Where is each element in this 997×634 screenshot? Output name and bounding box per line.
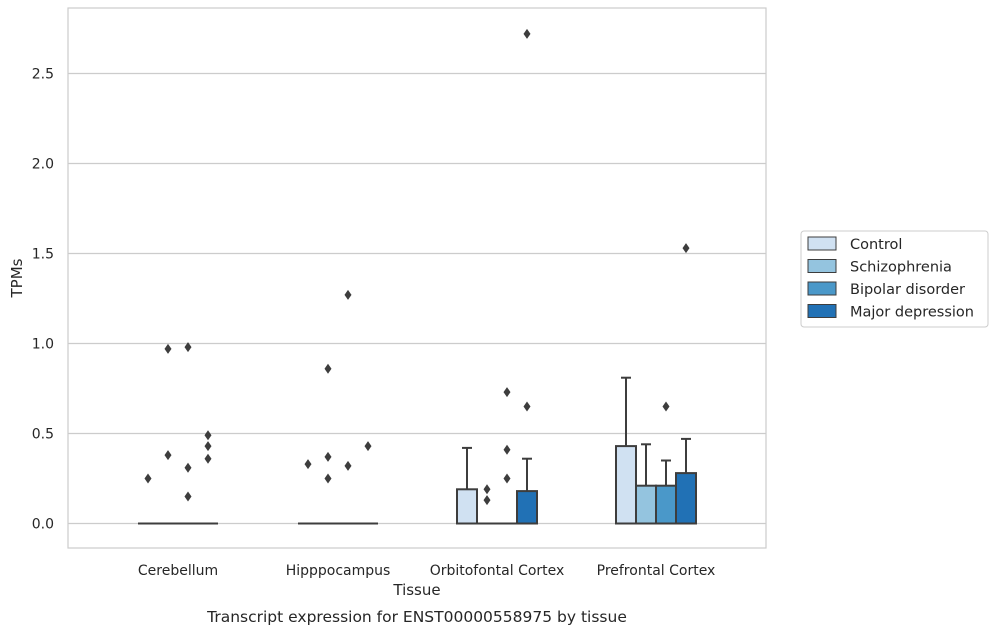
plot-frame — [67, 7, 767, 549]
chart-caption: Transcript expression for ENST0000055897… — [206, 608, 627, 626]
outlier-point — [324, 451, 332, 462]
outlier-point — [344, 289, 352, 300]
box-schizophrenia — [318, 363, 338, 525]
outlier-point — [204, 430, 212, 441]
outlier-point — [204, 453, 212, 464]
y-tick-label: 2.5 — [32, 67, 54, 83]
x-tick-label: Hipppocampus — [286, 563, 391, 579]
box-body — [635, 484, 657, 525]
outlier-point — [344, 460, 352, 471]
outlier-point — [184, 342, 192, 353]
legend-swatch — [807, 281, 837, 296]
outlier-point — [662, 401, 670, 412]
legend-label: Major depression — [850, 305, 974, 321]
box-series-group — [138, 28, 697, 525]
y-axis-title: TPMs — [8, 258, 26, 298]
outlier-point — [503, 473, 511, 484]
y-tick-labels: 0.0 0.5 1.0 1.5 2.0 2.5 — [32, 67, 54, 533]
box-body — [655, 484, 677, 525]
outlier-point — [184, 491, 192, 502]
box-bipolar-disorder — [178, 342, 198, 525]
legend-swatch — [807, 304, 837, 318]
x-tick-label: Orbitofontal Cortex — [430, 563, 565, 579]
x-axis-title: Tissue — [392, 581, 440, 599]
box-major-depression — [358, 441, 378, 525]
box-control — [138, 473, 158, 525]
box-major-depression — [198, 430, 218, 525]
outlier-point — [503, 444, 511, 455]
box-control — [456, 446, 478, 525]
box-schizophrenia — [477, 484, 497, 525]
outlier-point — [324, 363, 332, 374]
outlier-point — [204, 441, 212, 452]
legend-swatch — [807, 236, 837, 251]
box-major-depression — [675, 243, 697, 525]
outlier-point — [164, 343, 172, 354]
outlier-point — [503, 387, 511, 398]
outlier-point — [483, 495, 491, 506]
box-schizophrenia — [158, 343, 178, 525]
outlier-point — [523, 28, 531, 39]
y-tick-label: 1.5 — [32, 247, 54, 263]
box-body — [675, 472, 697, 525]
outlier-point — [144, 473, 152, 484]
y-tick-label: 2.0 — [32, 157, 54, 173]
outlier-point — [324, 473, 332, 484]
x-tick-label: Cerebellum — [138, 563, 218, 579]
box-bipolar-disorder — [338, 289, 358, 525]
outlier-point — [364, 441, 372, 452]
legend-frame — [800, 230, 989, 328]
box-body — [516, 490, 538, 525]
outlier-point — [184, 462, 192, 473]
y-tick-label: 0.5 — [32, 427, 54, 443]
outlier-point — [483, 484, 491, 495]
legend-label: Bipolar disorder — [850, 282, 965, 298]
outlier-point — [164, 450, 172, 461]
legend: Control Schizophrenia Bipolar disorder Majo… — [800, 230, 989, 328]
box-body — [615, 445, 637, 525]
legend-swatch — [807, 259, 837, 273]
y-tick-label: 0.0 — [32, 517, 54, 533]
legend-label: Schizophrenia — [850, 260, 952, 276]
box-body — [456, 488, 478, 525]
outlier-point — [523, 401, 531, 412]
box-control — [298, 459, 318, 525]
outlier-point — [682, 243, 690, 254]
x-tick-label: Prefrontal Cortex — [597, 563, 716, 579]
x-tick-labels: Cerebellum Hipppocampus Orbitofontal Corte… — [138, 563, 715, 579]
box-bipolar-disorder — [497, 387, 517, 525]
y-tick-label: 1.0 — [32, 337, 54, 353]
legend-label: Control — [850, 237, 902, 253]
box-major-depression — [516, 28, 538, 525]
outlier-point — [304, 459, 312, 470]
box-bipolar-disorder — [655, 401, 677, 525]
